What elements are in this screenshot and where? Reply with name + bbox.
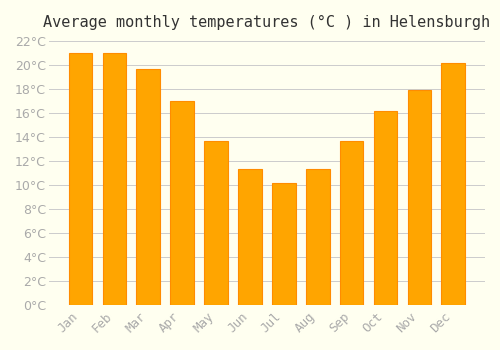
Bar [306, 169, 330, 305]
Bar [238, 169, 262, 305]
Bar [272, 183, 295, 305]
Bar [408, 90, 432, 305]
Bar [442, 63, 465, 305]
Bar [68, 53, 92, 305]
Title: Average monthly temperatures (°C ) in Helensburgh: Average monthly temperatures (°C ) in He… [44, 15, 490, 30]
Bar [374, 111, 398, 305]
Bar [102, 53, 126, 305]
Bar [170, 101, 194, 305]
Bar [204, 141, 228, 305]
Bar [136, 69, 160, 305]
Bar [340, 141, 363, 305]
